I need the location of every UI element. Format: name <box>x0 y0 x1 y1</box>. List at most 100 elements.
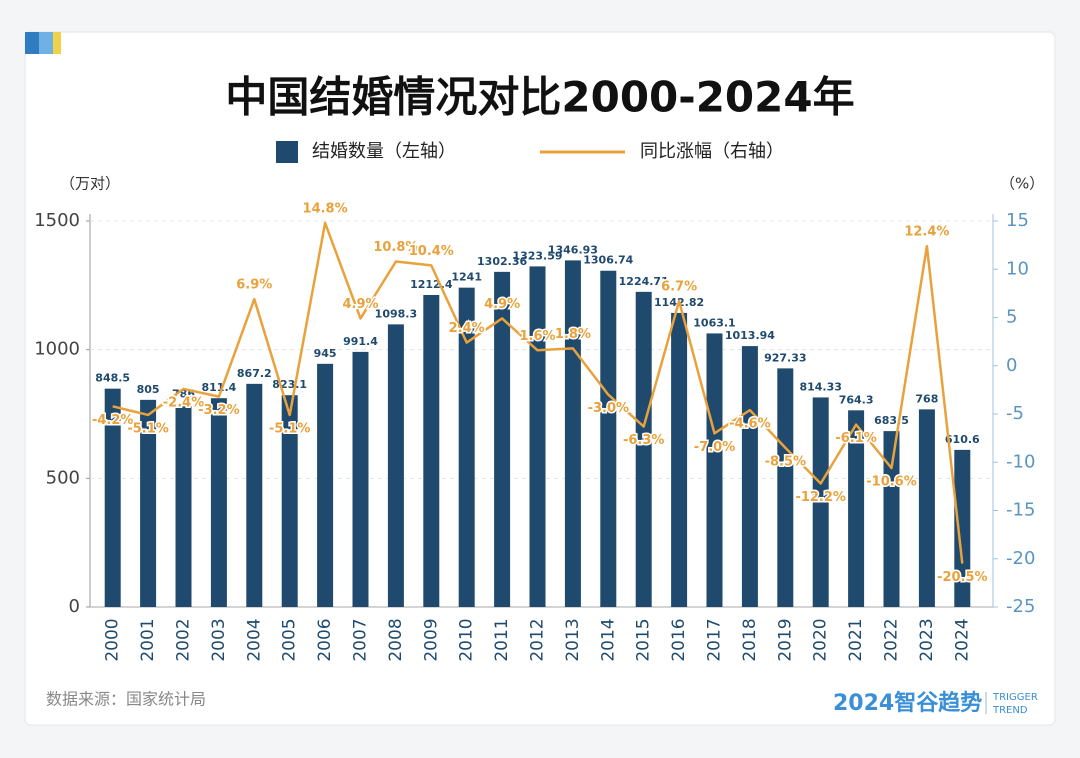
line-value-label: 10.8% <box>373 240 418 255</box>
line-value-label: 14.8% <box>303 201 348 216</box>
line-value-label: -5.1% <box>127 421 168 436</box>
x-tick-label: 2010 <box>457 618 477 661</box>
x-tick-label: 2023 <box>917 618 937 661</box>
y-tick-label: 500 <box>46 467 80 488</box>
line-value-label: -4.2% <box>92 413 133 428</box>
x-tick-label: 2021 <box>846 618 866 661</box>
x-tick-label: 2003 <box>209 618 229 661</box>
line-value-label: -4.6% <box>729 417 770 432</box>
line-value-label: -12.2% <box>795 490 846 505</box>
y2-tick-label: 5 <box>1006 307 1017 328</box>
bar-value-label: 927.33 <box>764 351 806 364</box>
bar <box>848 410 865 607</box>
x-tick-label: 2014 <box>598 618 618 661</box>
x-tick-label: 2002 <box>174 618 194 661</box>
logo: TREND <box>992 705 1028 716</box>
line-value-label: 6.9% <box>236 278 272 293</box>
bar-value-label: 1212.4 <box>410 278 453 291</box>
y2-tick-label: -5 <box>1006 403 1024 424</box>
bar <box>741 346 758 607</box>
x-tick-label: 2004 <box>244 618 264 661</box>
y2-tick-label: -25 <box>1006 596 1035 617</box>
line-value-label: -6.1% <box>835 431 876 446</box>
bar-value-label: 1346.93 <box>548 243 598 256</box>
line-value-label: -8.5% <box>765 454 806 469</box>
bar-value-label: 848.5 <box>95 372 130 385</box>
x-tick-label: 2011 <box>492 618 512 661</box>
line-value-label: 4.9% <box>342 297 378 312</box>
x-tick-label: 2006 <box>315 618 335 661</box>
bar <box>812 397 829 607</box>
bar <box>281 395 298 607</box>
bar <box>352 351 369 607</box>
bar <box>600 270 617 607</box>
line-value-label: -3.0% <box>588 401 629 416</box>
bar <box>494 271 511 607</box>
bar <box>635 291 652 607</box>
deco <box>53 32 61 54</box>
logo: TRIGGER <box>992 692 1038 703</box>
y2-axis-label: （%） <box>1000 175 1044 193</box>
bar <box>706 333 723 607</box>
x-tick-label: 2022 <box>882 618 902 661</box>
bar-value-label: 814.33 <box>799 380 841 393</box>
y2-tick-label: 15 <box>1006 210 1029 231</box>
bar-value-label: 1241 <box>451 271 482 284</box>
bar <box>246 383 263 607</box>
line-value-label: -6.3% <box>623 433 664 448</box>
legend-swatch <box>276 141 298 163</box>
deco <box>39 32 53 54</box>
y2-tick-label: 10 <box>1006 258 1029 279</box>
bar <box>918 409 935 607</box>
bar-value-label: 683.5 <box>874 414 909 427</box>
bar <box>423 295 440 607</box>
legend-label: 同比涨幅（右轴） <box>640 141 784 162</box>
x-tick-label: 2024 <box>952 618 972 661</box>
line <box>112 221 964 564</box>
bar-value-label: 1306.74 <box>583 254 633 267</box>
bar-value-label: 1302.36 <box>477 255 527 268</box>
deco <box>25 32 39 54</box>
x-tick-label: 2020 <box>811 618 831 661</box>
bar <box>564 260 581 607</box>
x-tick-label: 2007 <box>351 618 371 661</box>
x-tick-label: 2001 <box>138 618 158 661</box>
line-value-label: -3.2% <box>198 403 239 418</box>
bar <box>210 398 227 607</box>
bar <box>140 399 157 607</box>
logo: 2024智谷趋势 <box>833 690 982 716</box>
line-value-label: 4.9% <box>484 297 520 312</box>
y-tick-label: 0 <box>69 596 80 617</box>
line-value-label: 6.7% <box>661 280 697 295</box>
bar-value-label: 811.4 <box>202 381 237 394</box>
line-value-label: -7.0% <box>694 440 735 455</box>
bar <box>529 266 546 607</box>
x-tick-label: 2008 <box>386 618 406 661</box>
bar <box>671 312 688 607</box>
bar-value-label: 1013.94 <box>725 329 775 342</box>
line-value-label: 1.8% <box>555 327 591 342</box>
bar <box>387 324 404 607</box>
source: 数据来源：国家统计局 <box>46 690 206 709</box>
y-tick-label: 1000 <box>34 339 80 360</box>
bar-value-label: 764.3 <box>839 393 874 406</box>
bar-value-label: 867.2 <box>237 367 272 380</box>
bar <box>883 431 900 607</box>
line-value-label: 10.4% <box>409 244 454 259</box>
x-tick-label: 2015 <box>634 618 654 661</box>
bar <box>317 363 334 607</box>
x-tick-label: 2013 <box>563 618 583 661</box>
x-tick-label: 2017 <box>705 618 725 661</box>
line-value-label: -5.1% <box>269 421 310 436</box>
bar-value-label: 768 <box>915 392 938 405</box>
line-value-label: 2.4% <box>449 321 485 336</box>
legend-label: 结婚数量（左轴） <box>312 141 456 162</box>
bar-value-label: 945 <box>314 347 337 360</box>
bar-value-label: 991.4 <box>343 335 378 348</box>
line-value-label: -10.6% <box>866 475 917 490</box>
x-tick-label: 2012 <box>528 618 548 661</box>
y2-tick-label: -15 <box>1006 500 1035 521</box>
x-tick-label: 2016 <box>669 618 689 661</box>
x-tick-label: 2019 <box>775 618 795 661</box>
bar <box>954 449 971 607</box>
